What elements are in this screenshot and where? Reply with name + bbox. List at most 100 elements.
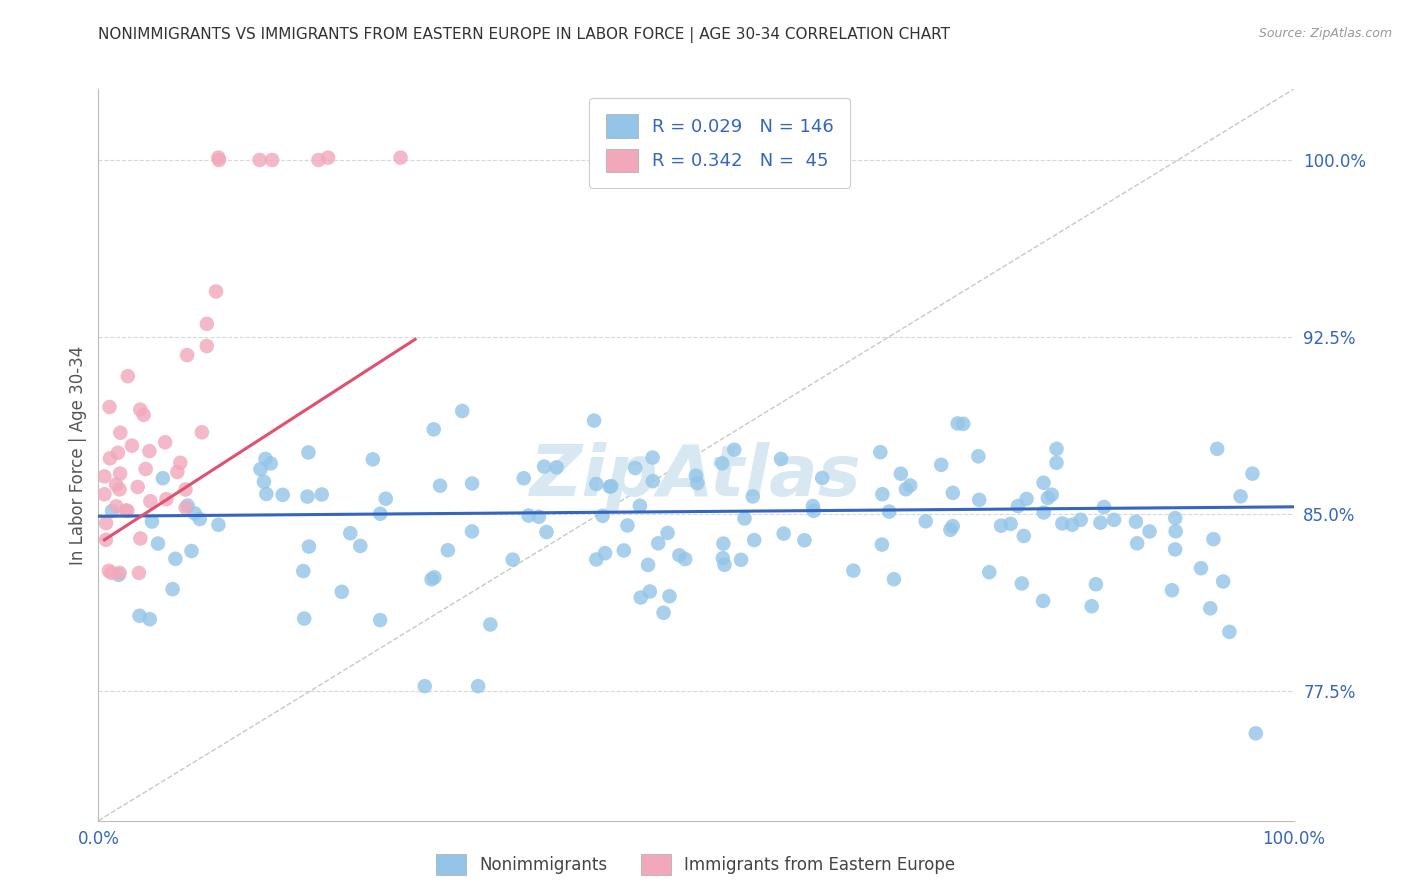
Point: [127, 480, 149, 494]
Point: [624, 461, 647, 475]
Point: [600, 479, 623, 493]
Point: [914, 514, 936, 528]
Point: [870, 537, 893, 551]
Point: [869, 445, 891, 459]
Point: [292, 564, 315, 578]
Point: [1000, 516, 1022, 531]
Point: [1241, 467, 1264, 481]
Point: [657, 525, 679, 540]
Point: [169, 456, 191, 470]
Point: [1125, 515, 1147, 529]
Point: [271, 488, 294, 502]
Point: [527, 509, 550, 524]
Point: [686, 476, 709, 491]
Point: [141, 515, 163, 529]
Point: [723, 442, 745, 457]
Point: [420, 572, 443, 586]
Point: [205, 285, 228, 299]
Point: [1032, 506, 1054, 520]
Point: [742, 533, 765, 548]
Point: [249, 153, 271, 167]
Point: [132, 408, 155, 422]
Point: [894, 482, 917, 496]
Point: [368, 613, 391, 627]
Point: [1164, 542, 1187, 557]
Point: [613, 543, 636, 558]
Text: ZipAtlas: ZipAtlas: [530, 442, 862, 511]
Point: [1189, 561, 1212, 575]
Point: [297, 445, 319, 459]
Point: [249, 462, 271, 476]
Point: [883, 572, 905, 586]
Point: [139, 612, 162, 626]
Point: [260, 457, 283, 471]
Point: [1084, 577, 1107, 591]
Point: [105, 500, 128, 514]
Point: [979, 565, 1001, 579]
Point: [585, 477, 607, 491]
Point: [135, 462, 157, 476]
Point: [1092, 500, 1115, 514]
Point: [929, 458, 952, 472]
Point: [429, 478, 451, 492]
Point: [1070, 513, 1092, 527]
Point: [1032, 594, 1054, 608]
Point: [184, 507, 207, 521]
Point: [146, 536, 169, 550]
Point: [533, 459, 555, 474]
Point: [1102, 513, 1125, 527]
Point: [479, 617, 502, 632]
Point: [877, 505, 900, 519]
Point: [115, 503, 138, 517]
Point: [110, 425, 132, 440]
Point: [108, 467, 131, 481]
Point: [1212, 574, 1234, 589]
Point: [166, 465, 188, 479]
Point: [195, 317, 218, 331]
Point: [713, 558, 735, 572]
Point: [585, 552, 607, 566]
Point: [467, 679, 489, 693]
Point: [208, 153, 231, 167]
Point: [502, 552, 524, 566]
Point: [1045, 442, 1067, 456]
Point: [461, 524, 484, 539]
Point: [734, 511, 756, 525]
Y-axis label: In Labor Force | Age 30-34: In Labor Force | Age 30-34: [69, 345, 87, 565]
Point: [1040, 488, 1063, 502]
Point: [599, 480, 621, 494]
Point: [1062, 517, 1084, 532]
Point: [1036, 491, 1059, 505]
Point: [946, 417, 969, 431]
Point: [1011, 576, 1033, 591]
Point: [592, 508, 614, 523]
Point: [94, 533, 117, 547]
Point: [842, 564, 865, 578]
Point: [108, 483, 131, 497]
Point: [107, 446, 129, 460]
Point: [898, 478, 921, 492]
Point: [174, 483, 197, 497]
Point: [641, 474, 664, 488]
Point: [641, 450, 664, 465]
Point: [741, 490, 763, 504]
Point: [952, 417, 974, 431]
Point: [811, 471, 834, 485]
Point: [316, 151, 339, 165]
Point: [298, 540, 321, 554]
Point: [101, 504, 124, 518]
Point: [1045, 456, 1067, 470]
Point: [730, 553, 752, 567]
Text: Source: ZipAtlas.com: Source: ZipAtlas.com: [1258, 27, 1392, 40]
Point: [117, 369, 139, 384]
Point: [872, 487, 894, 501]
Point: [942, 486, 965, 500]
Point: [155, 492, 177, 507]
Point: [451, 404, 474, 418]
Point: [93, 469, 115, 483]
Point: [583, 413, 606, 427]
Point: [647, 536, 669, 550]
Point: [990, 518, 1012, 533]
Point: [422, 422, 444, 436]
Point: [180, 544, 202, 558]
